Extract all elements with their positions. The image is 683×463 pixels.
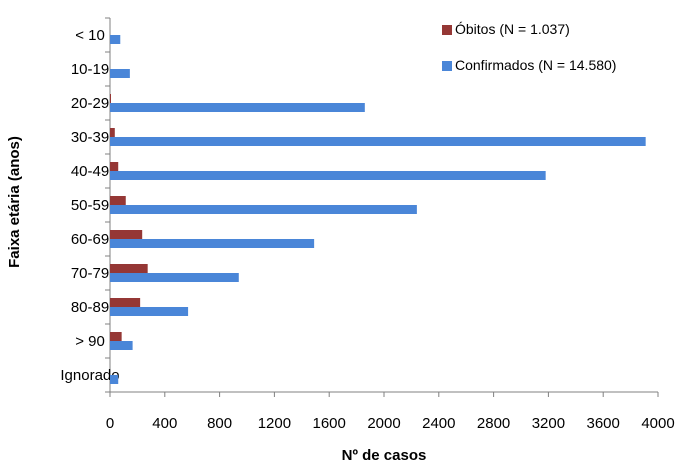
bar-obitos [110,298,141,307]
x-tick-label: 400 [152,415,177,432]
bar-obitos [110,230,143,239]
bar-confirmados [110,35,121,44]
legend-swatch [442,61,452,71]
x-tick-label: 2000 [367,415,400,432]
x-tick-label: 2400 [422,415,455,432]
y-tick-label: 60-69 [71,231,109,248]
bar-obitos [110,196,126,205]
bar-obitos [110,128,115,137]
legend-label: Óbitos (N = 1.037) [455,21,570,37]
x-tick-label: 1200 [258,415,291,432]
x-tick-label: 800 [207,415,232,432]
y-tick-label: 10-19 [71,61,109,78]
y-tick-label: 70-79 [71,265,109,282]
bar-confirmados [110,205,417,214]
bar-confirmados [110,69,130,78]
y-tick-label: > 90 [75,333,105,350]
bar-confirmados [110,375,119,384]
bar-confirmados [110,103,365,112]
x-tick-label: 0 [106,415,114,432]
x-axis-title: Nº de casos [342,447,427,463]
legend-swatch [442,25,452,35]
bar-confirmados [110,171,546,180]
bar-obitos [110,264,148,273]
y-axis-title: Faixa etária (anos) [6,136,23,268]
plot-area: < 10 10-19 20-29 30-39 40-49 50-59 60-69 70-79 8… [60,17,675,432]
y-tick-label: 40-49 [71,163,109,180]
y-tick-label: 20-29 [71,95,109,112]
legend-label: Confirmados (N = 14.580) [455,57,616,73]
bar-obitos [110,94,111,103]
y-tick-label: Ignorado [60,367,119,384]
bar-confirmados [110,273,239,282]
bar-confirmados [110,341,133,350]
bar-confirmados [110,239,315,248]
y-tick-label: 30-39 [71,129,109,146]
x-tick-label: 3200 [532,415,565,432]
y-tick-label: < 10 [75,27,105,44]
bar-obitos [110,162,119,171]
x-tick-label: 3600 [587,415,620,432]
x-tick-label: 4000 [641,415,674,432]
bar-confirmados [110,307,189,316]
bar-obitos [110,332,122,341]
x-tick-label: 2800 [477,415,510,432]
y-tick-label: 50-59 [71,197,109,214]
bar-confirmados [110,137,646,146]
x-tick-label: 1600 [313,415,346,432]
y-tick-label: 80-89 [71,299,109,316]
legend: Óbitos (N = 1.037) Confirmados (N = 14.58… [442,21,616,73]
